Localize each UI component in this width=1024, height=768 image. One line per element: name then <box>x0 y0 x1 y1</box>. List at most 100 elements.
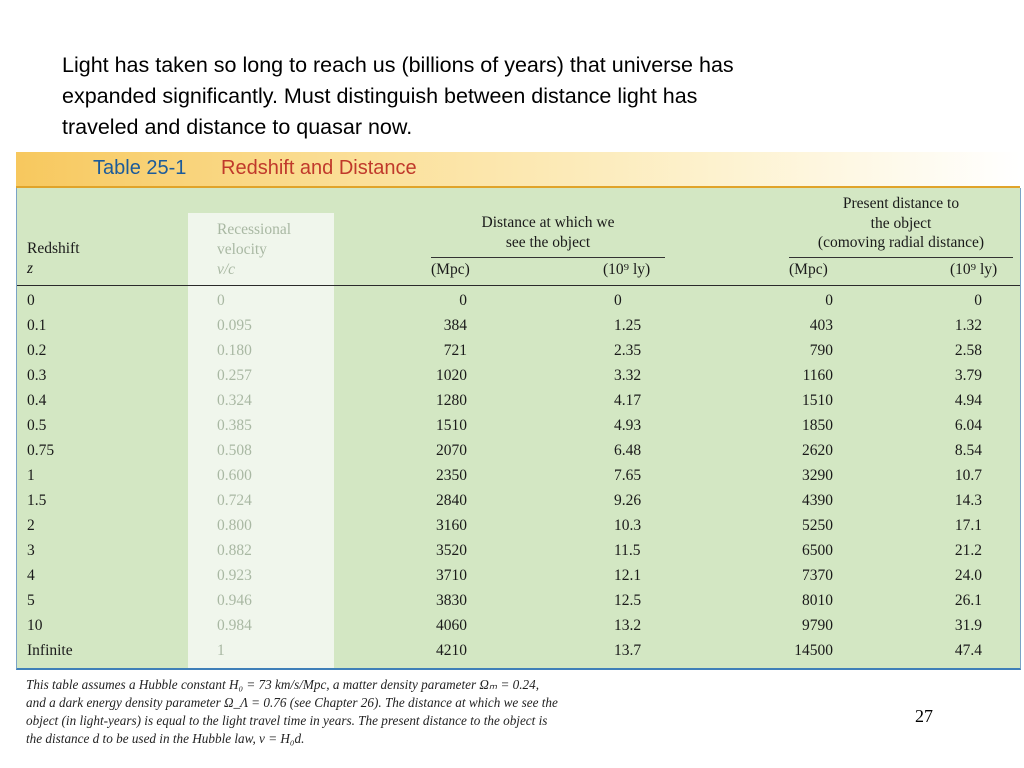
header-present-3: (comoving radial distance) <box>817 234 985 251</box>
cell-recessional-velocity: 0.923 <box>217 567 252 584</box>
cell-present-distance-gly: 3.79 <box>954 367 982 384</box>
cell-recessional-velocity: 1 <box>217 642 225 659</box>
cell-redshift: 0.3 <box>27 367 47 384</box>
cell-recessional-velocity: 0.257 <box>217 367 252 384</box>
cell-recessional-velocity: 0.324 <box>217 392 252 409</box>
cell-recessional-velocity: 0.800 <box>217 517 252 534</box>
cell-present-distance-gly: 6.04 <box>954 417 982 434</box>
header-redshift: Redshift <box>27 240 80 257</box>
cell-distance-seen-gly: 6.48 <box>614 442 642 459</box>
table-row: 0.4 0.324 1280 4.17 1510 4.94 <box>17 388 1020 413</box>
cell-present-distance-mpc: 790 <box>809 342 833 359</box>
cell-distance-seen-gly: 1.25 <box>614 317 642 334</box>
table-row: 1 0.600 2350 7.65 3290 10.7 <box>17 463 1020 488</box>
cell-present-distance-mpc: 2620 <box>802 442 833 459</box>
cell-distance-seen-gly: 9.26 <box>614 492 642 509</box>
cell-distance-seen-mpc: 1510 <box>436 417 467 434</box>
cell-recessional-velocity: 0 <box>217 292 225 309</box>
cell-present-distance-mpc: 9790 <box>802 617 833 634</box>
cell-redshift: 1.5 <box>27 492 47 509</box>
header-rule-present <box>789 257 1013 258</box>
redshift-table: Redshift z Recessional velocity v/c Dist… <box>16 188 1021 670</box>
table-row: 4 0.923 3710 12.1 7370 24.0 <box>17 563 1020 588</box>
cell-recessional-velocity: 0.882 <box>217 542 252 559</box>
cell-distance-seen-mpc: 721 <box>443 342 467 359</box>
cell-distance-seen-gly: 4.93 <box>614 417 642 434</box>
table-row: 0.1 0.095 384 1.25 403 1.32 <box>17 313 1020 338</box>
cell-redshift: 10 <box>27 617 43 634</box>
cell-redshift: 0.75 <box>27 442 55 459</box>
header-recessional-2: velocity <box>217 241 267 258</box>
cell-present-distance-gly: 8.54 <box>954 442 982 459</box>
page-number: 27 <box>915 706 933 726</box>
cell-distance-seen-gly: 7.65 <box>614 467 642 484</box>
footnote-line-2: and a dark energy density parameter Ω_Λ … <box>26 695 558 710</box>
intro-text: Light has taken so long to reach us (bil… <box>62 50 882 143</box>
cell-distance-seen-mpc: 3710 <box>436 567 467 584</box>
cell-present-distance-gly: 21.2 <box>954 542 982 559</box>
table-title-bar: Table 25-1 Redshift and Distance <box>16 152 1020 188</box>
cell-distance-seen-gly: 13.2 <box>614 617 642 634</box>
cell-present-distance-gly: 17.1 <box>954 517 982 534</box>
table-footnote: This table assumes a Hubble constant H₀ … <box>26 676 666 748</box>
cell-distance-seen-mpc: 384 <box>443 317 467 334</box>
header-recessional-1: Recessional <box>217 221 292 238</box>
cell-present-distance-mpc: 1160 <box>802 367 833 384</box>
cell-present-distance-gly: 1.32 <box>954 317 982 334</box>
cell-present-distance-mpc: 14500 <box>794 642 833 659</box>
header-present-1: Present distance to <box>842 195 960 212</box>
cell-present-distance-mpc: 6500 <box>802 542 833 559</box>
table-row: Infinite 1 4210 13.7 14500 47.4 <box>17 638 1020 663</box>
cell-redshift: 5 <box>27 592 35 609</box>
cell-present-distance-mpc: 3290 <box>802 467 833 484</box>
cell-recessional-velocity: 0.984 <box>217 617 252 634</box>
cell-redshift: 1 <box>27 467 35 484</box>
cell-distance-seen-mpc: 0 <box>459 292 467 309</box>
table-row: 2 0.800 3160 10.3 5250 17.1 <box>17 513 1020 538</box>
cell-redshift: 0.1 <box>27 317 47 334</box>
cell-present-distance-gly: 14.3 <box>954 492 982 509</box>
table-row: 0.75 0.508 2070 6.48 2620 8.54 <box>17 438 1020 463</box>
intro-line-3: traveled and distance to quasar now. <box>62 115 413 139</box>
cell-recessional-velocity: 0.946 <box>217 592 252 609</box>
cell-present-distance-mpc: 8010 <box>802 592 833 609</box>
cell-present-distance-mpc: 403 <box>809 317 833 334</box>
header-rule-distance-seen <box>431 257 665 258</box>
cell-distance-seen-mpc: 1020 <box>436 367 467 384</box>
cell-distance-seen-mpc: 4210 <box>436 642 467 659</box>
cell-distance-seen-mpc: 3520 <box>436 542 467 559</box>
table-row: 0.3 0.257 1020 3.32 1160 3.79 <box>17 363 1020 388</box>
cell-present-distance-mpc: 7370 <box>802 567 833 584</box>
cell-present-distance-mpc: 5250 <box>802 517 833 534</box>
cell-present-distance-mpc: 1850 <box>802 417 833 434</box>
cell-distance-seen-mpc: 2350 <box>436 467 467 484</box>
cell-redshift: 3 <box>27 542 35 559</box>
cell-present-distance-mpc: 0 <box>825 292 833 309</box>
cell-present-distance-gly: 10.7 <box>954 467 982 484</box>
cell-present-distance-mpc: 1510 <box>802 392 833 409</box>
cell-present-distance-gly: 26.1 <box>954 592 982 609</box>
cell-distance-seen-mpc: 2070 <box>436 442 467 459</box>
cell-redshift: 2 <box>27 517 35 534</box>
header-seen-mpc: (Mpc) <box>431 261 470 278</box>
cell-distance-seen-gly: 10.3 <box>614 517 642 534</box>
cell-distance-seen-gly: 11.5 <box>614 542 641 559</box>
header-present-mpc: (Mpc) <box>789 261 828 278</box>
table-row: 10 0.984 4060 13.2 9790 31.9 <box>17 613 1020 638</box>
intro-line-2: expanded significantly. Must distinguish… <box>62 84 698 108</box>
cell-distance-seen-gly: 2.35 <box>614 342 642 359</box>
table-row: 0.2 0.180 721 2.35 790 2.58 <box>17 338 1020 363</box>
cell-present-distance-gly: 24.0 <box>954 567 982 584</box>
cell-present-distance-gly: 0 <box>974 292 982 309</box>
table-row: 1.5 0.724 2840 9.26 4390 14.3 <box>17 488 1020 513</box>
table-number: Table 25-1 <box>93 157 187 179</box>
cell-present-distance-gly: 47.4 <box>954 642 982 659</box>
cell-present-distance-mpc: 4390 <box>802 492 833 509</box>
header-redshift-symbol: z <box>27 260 34 277</box>
header-bottom-rule <box>17 285 1020 286</box>
header-distance-seen-2: see the object <box>505 234 591 251</box>
header-seen-gly: (10⁹ ly) <box>603 261 651 278</box>
cell-redshift: 0 <box>27 292 35 309</box>
cell-recessional-velocity: 0.095 <box>217 317 252 334</box>
header-distance-seen-1: Distance at which we <box>481 214 615 231</box>
